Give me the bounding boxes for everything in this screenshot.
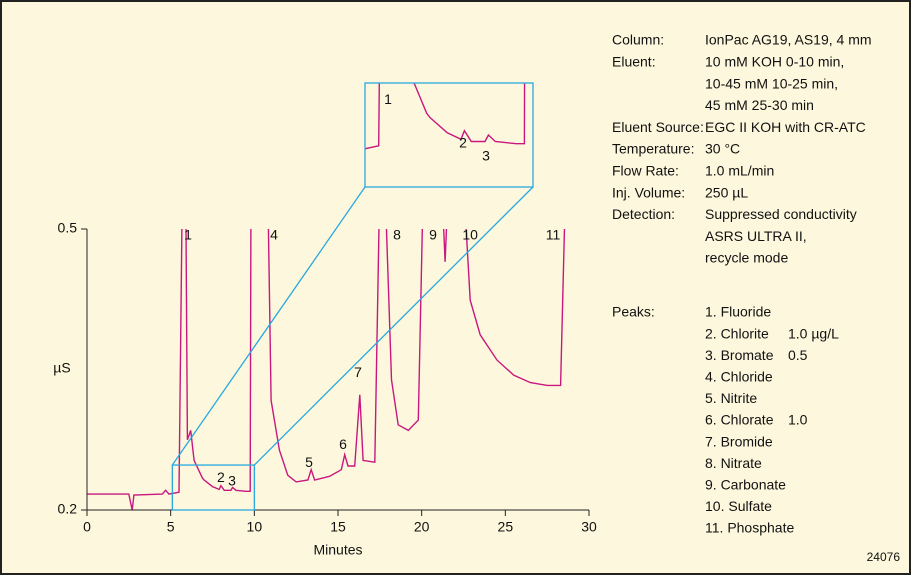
peak-name: 2. Chlorite [705,325,769,341]
peak-label: 5 [305,454,313,470]
peak-label: 7 [354,364,362,380]
condition-value: 1.0 mL/min [705,163,774,179]
x-tick-label: 0 [83,519,91,535]
inset-frame [364,82,534,188]
peak-label: 1 [184,227,192,243]
condition-value: 10 mM KOH 0-10 min, [705,54,844,70]
x-tick-label: 20 [414,519,430,535]
peak-name: 3. Bromate [705,347,774,363]
y-tick-label: 0.2 [58,501,78,517]
peak-label: 4 [270,227,278,243]
peaks-label: Peaks: [612,304,655,320]
zoom-connector [253,186,534,466]
x-tick-label: 5 [167,519,175,535]
inset-peak-label: 1 [384,91,392,107]
peak-label: 6 [339,436,347,452]
x-tick-label: 30 [581,519,597,535]
condition-label: Temperature: [612,141,694,157]
y-tick-label: 0.5 [58,220,78,236]
zoom-connector [171,186,366,466]
peak-label: 3 [228,473,236,489]
condition-value: ASRS ULTRA II, [705,228,807,244]
peak-name: 9. Carbonate [705,477,786,493]
peak-name: 5. Nitrite [705,390,757,406]
peak-label: 2 [217,469,225,485]
peak-label: 11 [546,227,561,243]
peak-name: 1. Fluoride [705,304,771,320]
peak-name: 11. Phosphate [705,520,794,536]
inset-peak-label: 3 [482,147,490,163]
condition-label: Eluent: [612,54,656,70]
condition-value: 10-45 mM 10-25 min, [705,75,838,91]
condition-value: 30 °C [705,141,740,157]
condition-value: EGC II KOH with CR-ATC [705,119,866,135]
condition-label: Eluent Source: [612,119,704,135]
inset-peak-label: 2 [459,134,467,150]
peak-amount: 1.0 [788,412,808,428]
figure-id: 24076 [867,550,901,564]
condition-value: 250 µL [705,184,748,200]
peak-name: 4. Chloride [705,369,773,385]
x-tick-label: 15 [330,519,346,535]
peak-amount: 0.5 [788,347,808,363]
condition-value: 45 mM 25-30 min [705,97,814,113]
plot-area [87,229,566,511]
peak-label: 9 [429,227,437,243]
x-axis-label: Minutes [313,542,362,558]
condition-label: Detection: [612,206,675,222]
x-tick-label: 25 [498,519,514,535]
y-axis-label: µS [53,360,70,376]
zoom-box [171,464,255,511]
x-tick-label: 10 [247,519,263,535]
peak-name: 6. Chlorate [705,412,774,428]
condition-value: recycle mode [705,250,788,266]
condition-value: Suppressed conductivity [705,206,857,222]
trace [87,229,566,511]
condition-label: Inj. Volume: [612,184,685,200]
condition-label: Column: [612,32,664,48]
peak-label: 10 [462,227,478,243]
peak-name: 8. Nitrate [705,455,762,471]
peak-name: 7. Bromide [705,433,773,449]
peak-amount: 1.0 µg/L [788,325,839,341]
condition-label: Flow Rate: [612,163,679,179]
peak-label: 8 [393,227,401,243]
peak-name: 10. Sulfate [705,498,772,514]
condition-value: IonPac AG19, AS19, 4 mm [705,32,872,48]
